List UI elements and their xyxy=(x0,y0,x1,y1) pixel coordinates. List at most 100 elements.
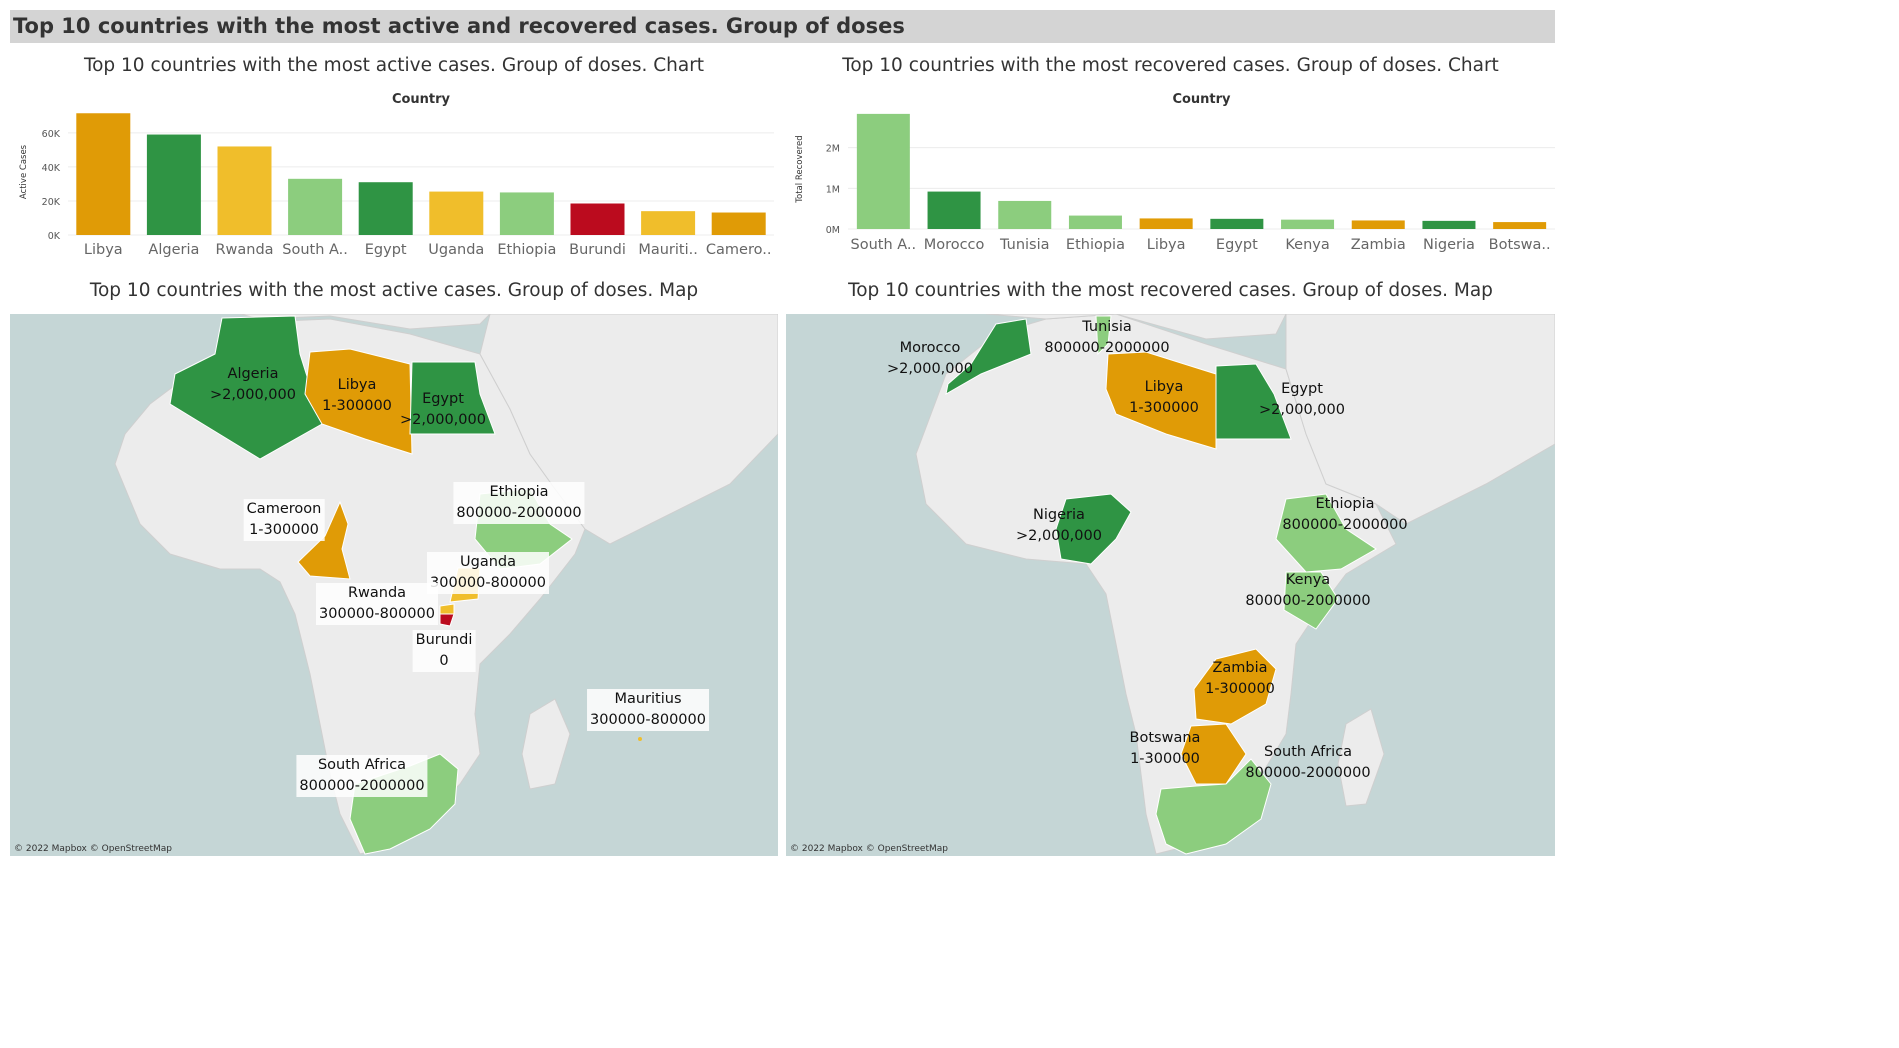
x-tick-label: Uganda xyxy=(428,242,484,258)
active-cases-chart-svg: Country Active Cases 0K 20K 40K 60K Libya Alger… xyxy=(19,92,774,258)
bar-uganda xyxy=(429,191,484,235)
bar-tunisia xyxy=(998,200,1052,229)
bar-morocco xyxy=(927,191,981,229)
active-cases-chart[interactable]: Country Active Cases 0K 20K 40K 60K Libya Alger… xyxy=(10,89,778,267)
map-label-libya: Libya 1-300000 xyxy=(1129,379,1199,416)
x-tick-label: Camero.. xyxy=(706,242,772,258)
dashboard-title-bar: Top 10 countries with the most active an… xyxy=(10,10,1555,43)
x-tick-label: Rwanda xyxy=(215,242,273,258)
chart-header-country: Country xyxy=(1172,92,1231,107)
libya-shape xyxy=(1105,351,1217,450)
bar-nigeria xyxy=(1422,220,1476,229)
mauritius-shape xyxy=(638,737,642,741)
map-label-ethiopia: Ethiopia 800000-2000000 xyxy=(1282,496,1408,533)
tunisia-shape xyxy=(1095,315,1112,356)
x-tick-label: Botswa.. xyxy=(1489,237,1551,253)
x-tick-label: Ethiopia xyxy=(497,242,556,258)
recovered-cases-chart[interactable]: Country Total Recovered 0M 1M 2M South A.. Mor… xyxy=(786,89,1555,262)
x-tick-label: Morocco xyxy=(924,237,985,253)
map-label-morocco: Morocco >2,000,000 xyxy=(887,340,973,377)
map-label-rwanda: Rwanda 300000-800000 xyxy=(316,583,438,625)
libya-shape xyxy=(304,348,413,455)
y-tick-label: 0M xyxy=(826,225,840,236)
ethiopia-shape xyxy=(1275,493,1377,573)
madagascar-landmass xyxy=(521,698,571,790)
map-label-burundi: Burundi 0 xyxy=(412,630,476,672)
x-tick-label: Tunisia xyxy=(999,237,1050,253)
x-tick-label: Burundi xyxy=(569,242,626,258)
y-axis-label: Total Recovered xyxy=(795,135,805,203)
x-tick-label: Zambia xyxy=(1351,237,1406,253)
map-label-tunisia: Tunisia 800000-2000000 xyxy=(1044,319,1170,356)
y-tick-label: 40K xyxy=(42,163,61,174)
x-tick-label: Ethiopia xyxy=(1066,237,1125,253)
europe-landmass xyxy=(985,314,1287,340)
x-tick-label: Nigeria xyxy=(1423,237,1475,253)
bar-zambia xyxy=(1351,220,1405,229)
bar-burundi xyxy=(570,203,625,235)
x-tick-label: South A.. xyxy=(282,242,348,258)
map-label-zambia: Zambia 1-300000 xyxy=(1205,660,1275,697)
map-label-botswana: Botswana 1-300000 xyxy=(1129,730,1201,767)
kenya-shape xyxy=(1283,571,1339,630)
y-tick-label: 20K xyxy=(42,197,61,208)
bar-southa xyxy=(288,178,343,235)
bar-egypt xyxy=(358,182,413,235)
recovered-cases-chart-svg: Country Total Recovered 0M 1M 2M South A.. Mor… xyxy=(795,92,1555,253)
bar-ethiopia xyxy=(499,192,554,235)
bar-rwanda xyxy=(217,146,272,235)
x-tick-label: Algeria xyxy=(148,242,199,258)
map-label-algeria: Algeria >2,000,000 xyxy=(210,366,296,403)
map-label-egypt: Egypt >2,000,000 xyxy=(1259,381,1345,418)
map-label-egypt: Egypt >2,000,000 xyxy=(400,391,486,428)
algeria-shape xyxy=(169,315,323,460)
y-tick-label: 60K xyxy=(42,129,61,140)
active-cases-map[interactable]: Algeria >2,000,000 Libya 1-300000 Egypt >2,… xyxy=(10,314,778,856)
bar-algeria xyxy=(146,134,201,235)
map-label-south-africa: South Africa 800000-2000000 xyxy=(296,755,428,797)
map-attribution[interactable]: © 2022 Mapbox © OpenStreetMap xyxy=(790,844,948,854)
map-label-kenya: Kenya 800000-2000000 xyxy=(1245,572,1371,609)
chart-header-country: Country xyxy=(392,92,451,107)
x-tick-label: Egypt xyxy=(365,242,407,258)
south-africa-shape xyxy=(1155,758,1272,855)
x-tick-label: Libya xyxy=(1147,237,1186,253)
recovered-cases-map[interactable]: Tunisia 800000-2000000 Morocco >2,000,000 … xyxy=(786,314,1555,856)
y-tick-label: 1M xyxy=(826,184,840,195)
bar-southa xyxy=(856,113,910,229)
madagascar-landmass xyxy=(1337,708,1385,807)
zambia-shape xyxy=(1193,648,1277,725)
bar-libya xyxy=(76,113,131,235)
active-chart-title: Top 10 countries with the most active ca… xyxy=(83,55,705,76)
y-tick-label: 0K xyxy=(48,231,61,242)
map-label-ethiopia: Ethiopia 800000-2000000 xyxy=(453,482,585,524)
map-label-nigeria: Nigeria >2,000,000 xyxy=(1016,507,1102,544)
morocco-shape xyxy=(945,318,1032,395)
x-tick-label: Egypt xyxy=(1216,237,1258,253)
map-label-libya: Libya 1-300000 xyxy=(322,377,392,414)
bar-libya xyxy=(1139,218,1193,229)
map-label-mauritius: Mauritius 300000-800000 xyxy=(587,689,709,731)
active-map-title: Top 10 countries with the most active ca… xyxy=(89,280,699,301)
y-axis-label: Active Cases xyxy=(19,144,29,199)
egypt-shape xyxy=(1215,363,1292,440)
bar-botswa xyxy=(1493,222,1547,229)
egypt-shape xyxy=(409,361,496,435)
x-tick-label: South A.. xyxy=(851,237,917,253)
map-attribution[interactable]: © 2022 Mapbox © OpenStreetMap xyxy=(14,844,172,854)
arabia-landmass xyxy=(1285,314,1555,525)
bar-ethiopia xyxy=(1068,215,1122,229)
dashboard-title: Top 10 countries with the most active an… xyxy=(13,14,905,38)
bar-kenya xyxy=(1281,219,1335,229)
x-tick-label: Kenya xyxy=(1285,237,1329,253)
recovered-map-title: Top 10 countries with the most recovered… xyxy=(848,280,1493,301)
map-label-south-africa: South Africa 800000-2000000 xyxy=(1245,744,1371,781)
nigeria-shape xyxy=(1055,493,1132,565)
rwanda-shape xyxy=(439,603,455,615)
bar-camero xyxy=(711,212,766,235)
burundi-shape xyxy=(439,613,455,627)
y-tick-label: 2M xyxy=(826,144,840,155)
map-label-uganda: Uganda 300000-800000 xyxy=(427,552,549,594)
bar-mauriti xyxy=(641,211,696,235)
bar-egypt xyxy=(1210,218,1264,229)
